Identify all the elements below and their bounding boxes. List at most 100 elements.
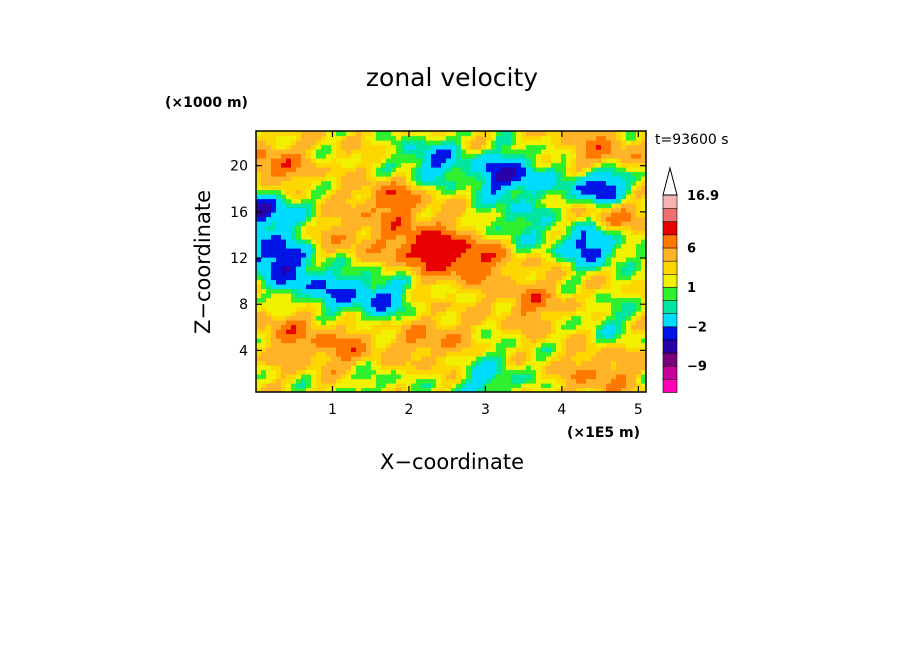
contour-cell: [441, 297, 447, 303]
contour-cell: [411, 144, 417, 150]
contour-cell: [356, 162, 362, 168]
contour-cell: [596, 351, 602, 357]
contour-cell: [386, 185, 392, 191]
contour-cell: [461, 315, 467, 321]
contour-cell: [411, 333, 417, 339]
contour-cell: [471, 311, 477, 317]
contour-cell: [441, 315, 447, 321]
contour-cell: [576, 311, 582, 317]
contour-cell: [346, 248, 352, 254]
contour-cell: [461, 360, 467, 366]
contour-cell: [466, 212, 472, 218]
contour-cell: [511, 356, 517, 362]
contour-cell: [611, 338, 617, 344]
contour-cell: [426, 234, 432, 240]
contour-cell: [356, 360, 362, 366]
contour-cell: [586, 221, 592, 227]
contour-cell: [291, 153, 297, 159]
contour-cell: [461, 365, 467, 371]
contour-cell: [426, 243, 432, 249]
contour-cell: [471, 189, 477, 195]
contour-cell: [326, 356, 332, 362]
contour-cell: [571, 347, 577, 353]
contour-cell: [416, 374, 422, 380]
contour-cell: [326, 153, 332, 159]
contour-cell: [621, 374, 627, 380]
contour-cell: [591, 333, 597, 339]
contour-cell: [346, 135, 352, 141]
contour-cell: [591, 311, 597, 317]
contour-cell: [481, 225, 487, 231]
contour-cell: [261, 302, 267, 308]
contour-cell: [446, 387, 452, 392]
contour-cell: [571, 135, 577, 141]
contour-cell: [526, 374, 532, 380]
contour-cell: [606, 234, 612, 240]
contour-cell: [586, 338, 592, 344]
contour-cell: [256, 140, 262, 146]
contour-cell: [386, 329, 392, 335]
contour-cell: [356, 144, 362, 150]
contour-cell: [266, 131, 272, 137]
contour-cell: [311, 311, 317, 317]
contour-cell: [591, 180, 597, 186]
contour-cell: [291, 333, 297, 339]
contour-cell: [316, 351, 322, 357]
contour-cell: [421, 306, 427, 312]
contour-cell: [466, 234, 472, 240]
contour-cell: [461, 320, 467, 326]
contour-cell: [346, 176, 352, 182]
contour-cell: [326, 131, 332, 137]
contour-cell: [571, 131, 577, 137]
contour-cell: [471, 275, 477, 281]
contour-cell: [336, 360, 342, 366]
contour-cell: [596, 149, 602, 155]
contour-cell: [266, 225, 272, 231]
contour-cell: [471, 185, 477, 191]
contour-cell: [511, 347, 517, 353]
contour-cell: [456, 171, 462, 177]
contour-cell: [396, 378, 402, 384]
contour-cell: [421, 297, 427, 303]
contour-cell: [306, 351, 312, 357]
contour-cell: [381, 383, 387, 389]
contour-cell: [261, 293, 267, 299]
contour-cell: [436, 288, 442, 294]
contour-cell: [451, 252, 457, 258]
contour-cell: [521, 162, 527, 168]
contour-cell: [586, 275, 592, 281]
contour-cell: [421, 225, 427, 231]
contour-cell: [631, 275, 637, 281]
contour-cell: [521, 180, 527, 186]
contour-cell: [311, 369, 317, 375]
contour-cell: [566, 180, 572, 186]
contour-cell: [611, 342, 617, 348]
contour-cell: [596, 360, 602, 366]
contour-cell: [331, 342, 337, 348]
contour-cell: [296, 302, 302, 308]
contour-cell: [371, 189, 377, 195]
contour-cell: [346, 185, 352, 191]
contour-cell: [256, 144, 262, 150]
contour-cell: [301, 171, 307, 177]
contour-cell: [336, 378, 342, 384]
contour-cell: [596, 176, 602, 182]
contour-cell: [401, 248, 407, 254]
contour-cell: [261, 194, 267, 200]
contour-cell: [571, 185, 577, 191]
contour-cell: [561, 302, 567, 308]
contour-cell: [441, 131, 447, 137]
contour-cell: [351, 369, 357, 375]
contour-cell: [511, 275, 517, 281]
contour-cell: [321, 252, 327, 258]
contour-cell: [351, 284, 357, 290]
contour-cell: [496, 333, 502, 339]
contour-cell: [411, 324, 417, 330]
contour-cell: [576, 158, 582, 164]
contour-cell: [276, 275, 282, 281]
contour-cell: [556, 198, 562, 204]
contour-cell: [301, 185, 307, 191]
contour-cell: [641, 306, 646, 312]
contour-cell: [366, 207, 372, 213]
contour-cell: [266, 248, 272, 254]
